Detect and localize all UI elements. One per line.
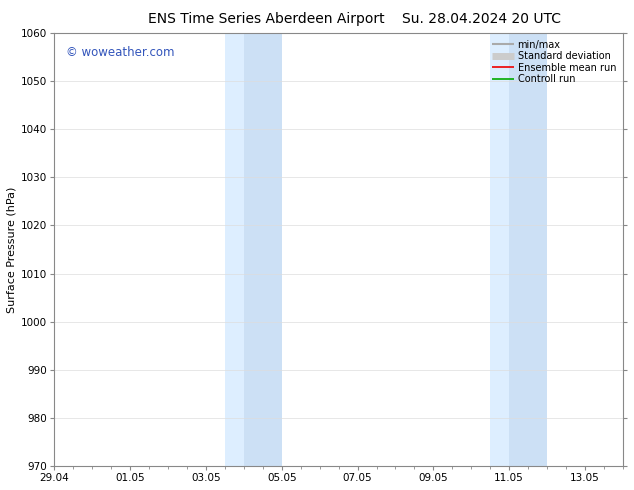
Y-axis label: Surface Pressure (hPa): Surface Pressure (hPa) (7, 186, 17, 313)
Bar (225, 33, 244, 466)
Text: ENS Time Series Aberdeen Airport: ENS Time Series Aberdeen Airport (148, 12, 385, 26)
Legend: min/max, Standard deviation, Ensemble mean run, Controll run: min/max, Standard deviation, Ensemble me… (490, 38, 618, 86)
Bar (509, 33, 547, 466)
Text: Su. 28.04.2024 20 UTC: Su. 28.04.2024 20 UTC (403, 12, 561, 26)
Bar (244, 33, 281, 466)
Text: © woweather.com: © woweather.com (66, 46, 174, 59)
Bar (490, 33, 509, 466)
